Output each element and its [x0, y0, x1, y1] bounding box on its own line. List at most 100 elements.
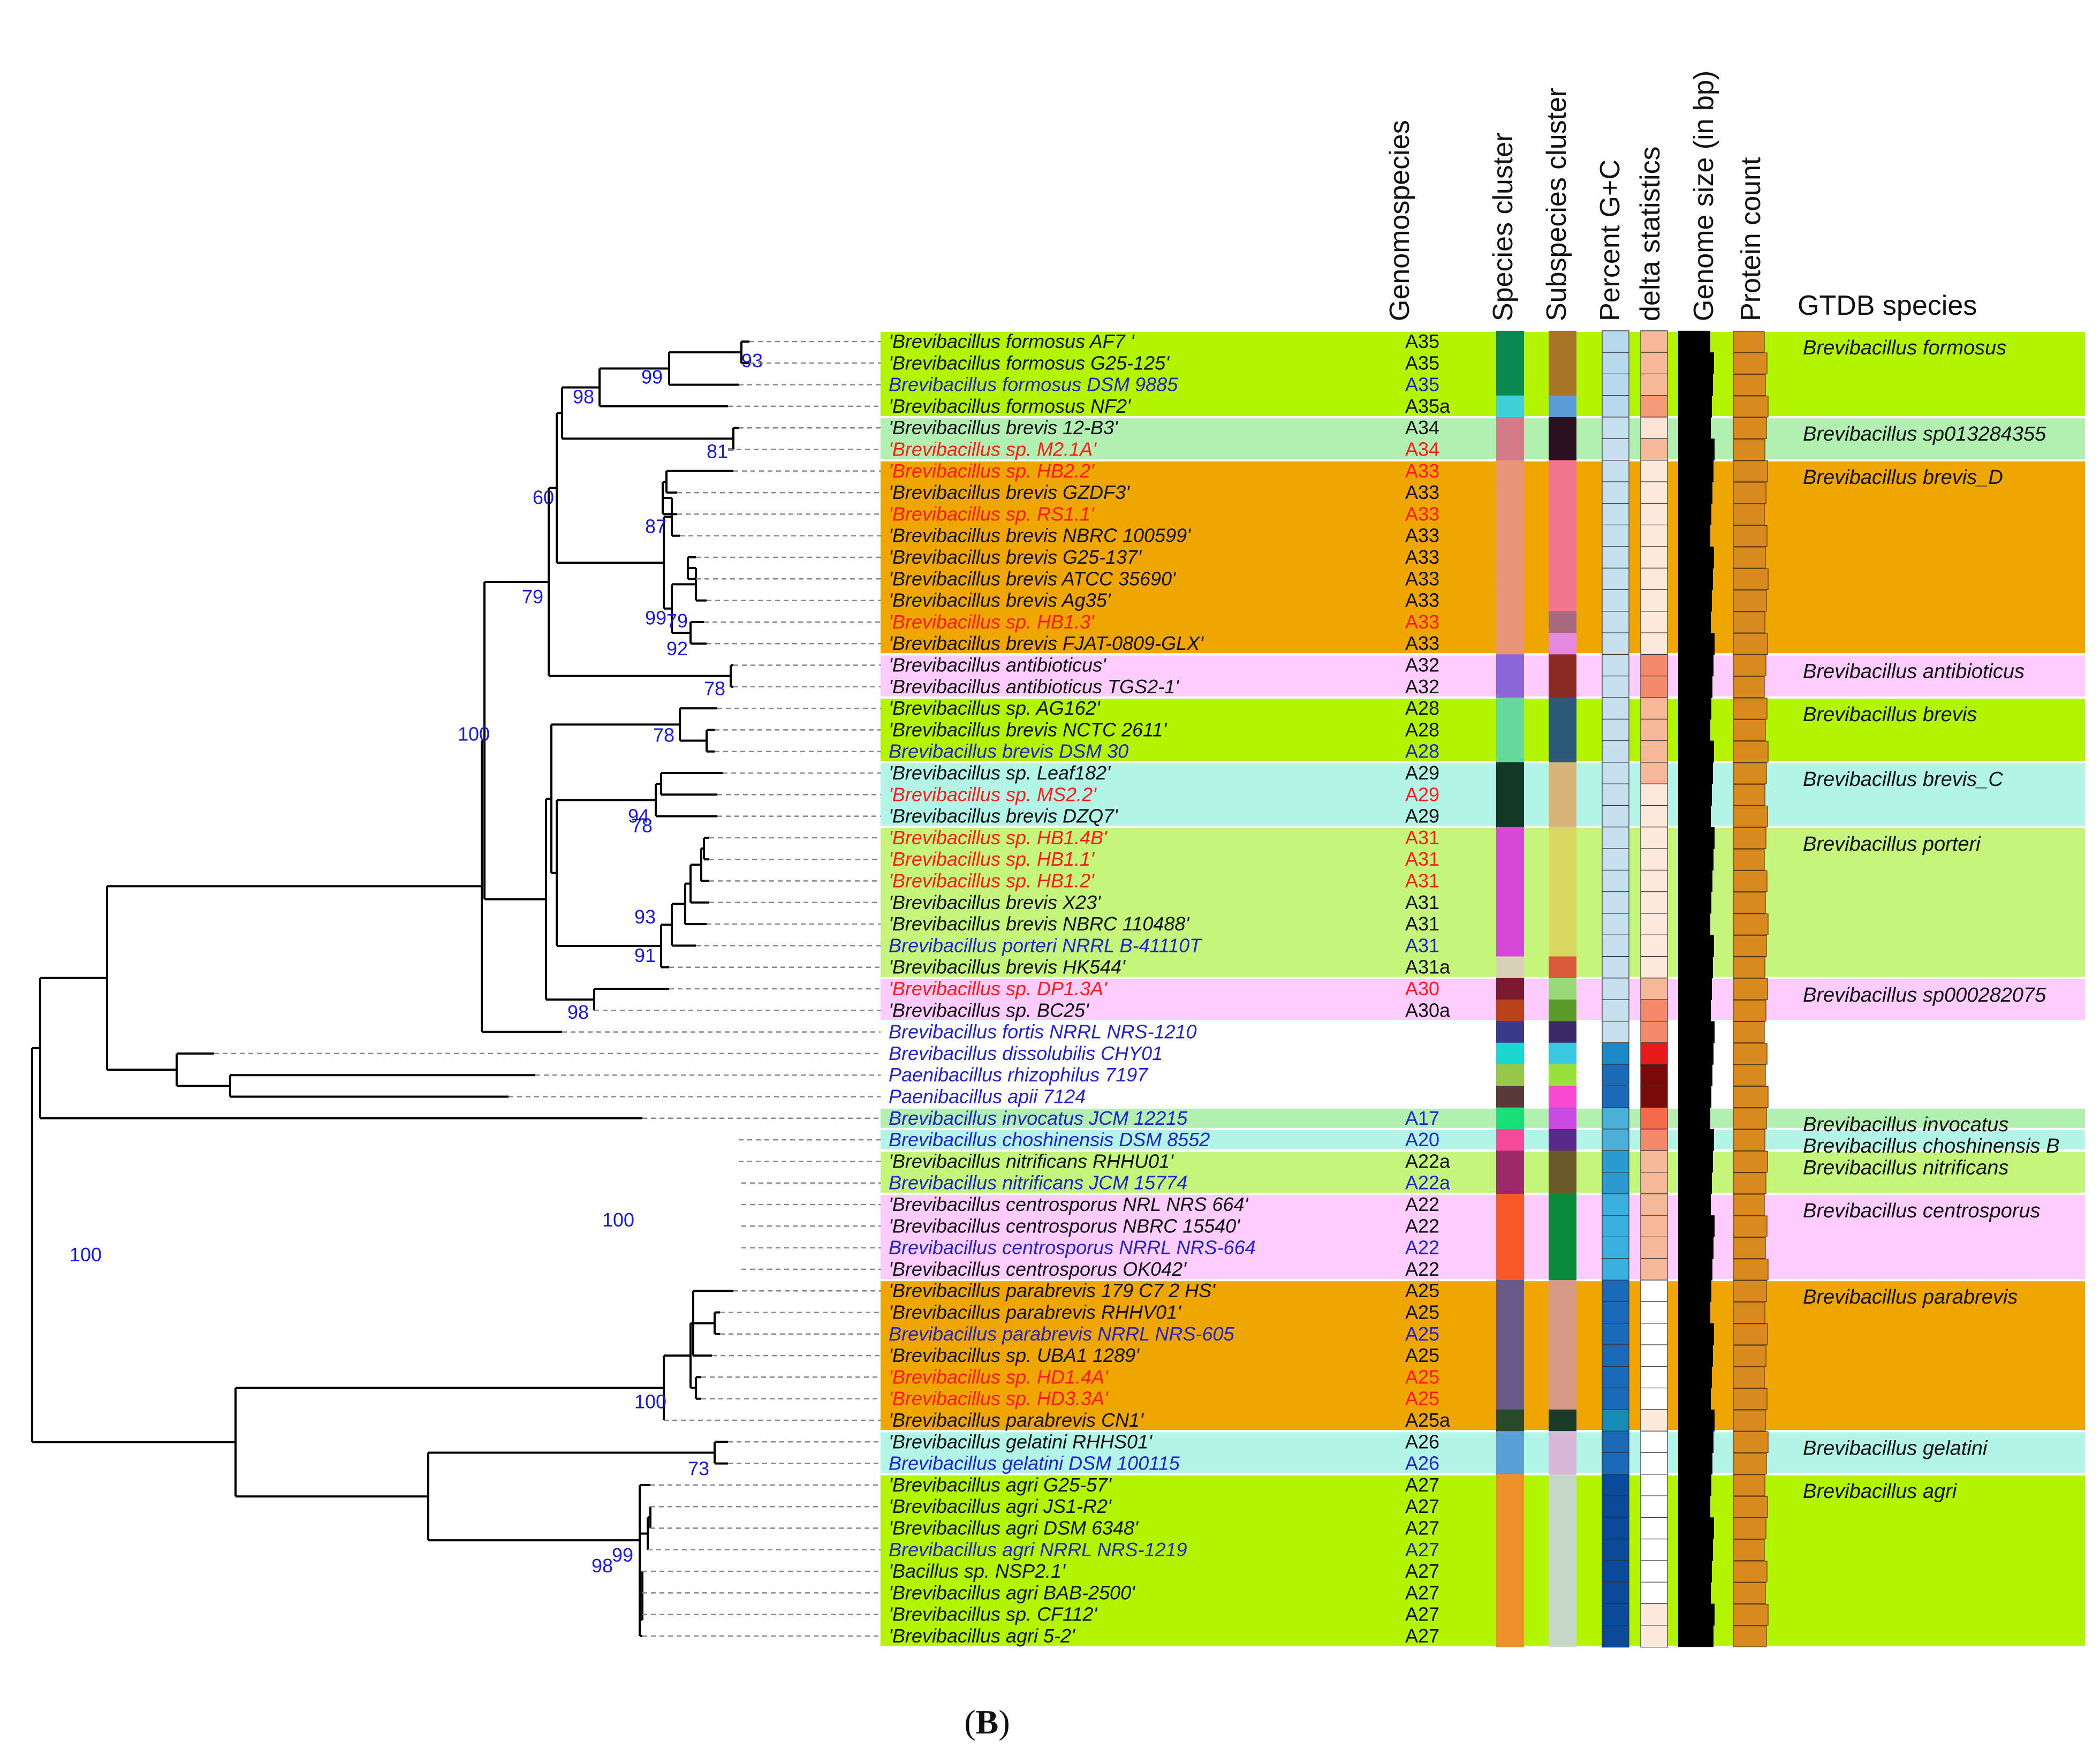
gtdb-species-label: Brevibacillus sp000282075: [1803, 984, 2046, 1006]
taxon-label: 'Brevibacillus brevis 12-B3': [889, 417, 1118, 438]
taxon-label: 'Brevibacillus brevis NBRC 110488': [889, 913, 1189, 935]
sub-cell: [1549, 374, 1576, 396]
leader-lines: [214, 340, 881, 1637]
d-cell: [1640, 417, 1668, 440]
protein-count-bar: [1733, 1215, 1768, 1238]
protein-count-bar: [1733, 719, 1766, 741]
taxon-label: 'Brevibacillus parabrevis RHHV01': [889, 1301, 1181, 1323]
genome-size-bar: [1678, 676, 1712, 698]
genomospecies-label: A31: [1405, 913, 1439, 935]
bootstrap-value: 87: [645, 515, 666, 537]
genomospecies-label: A25: [1405, 1344, 1439, 1366]
taxon-label: 'Brevibacillus brevis GZDF3': [889, 481, 1130, 503]
header-genome-size: Genome size (in bp): [1688, 71, 1719, 321]
sp-cell: [1496, 1560, 1524, 1583]
protein-count-bar: [1733, 1280, 1767, 1302]
sp-cell: [1496, 633, 1524, 655]
d-cell: [1640, 1301, 1668, 1324]
gc-cell: [1602, 1020, 1629, 1043]
d-cell: [1640, 589, 1668, 612]
protein-count-bar: [1733, 913, 1769, 935]
d-cell: [1640, 567, 1668, 590]
d-cell: [1640, 1193, 1668, 1216]
sub-cell: [1549, 870, 1576, 892]
sp-cell: [1496, 589, 1524, 612]
sub-cell: [1549, 891, 1576, 914]
gc-cell: [1602, 1323, 1629, 1346]
sub-cell: [1549, 1301, 1576, 1324]
d-cell: [1640, 1430, 1668, 1453]
taxon-label: 'Brevibacillus gelatini RHHS01': [889, 1430, 1153, 1452]
d-cell: [1640, 913, 1668, 936]
genomospecies-label: A29: [1405, 805, 1439, 827]
sub-cell: [1549, 1086, 1576, 1108]
d-cell: [1640, 1581, 1668, 1604]
d-cell: [1640, 1020, 1668, 1043]
d-cell: [1640, 956, 1668, 979]
header-delta-statistics: delta statistics: [1635, 146, 1666, 321]
gc-cell: [1602, 1387, 1629, 1411]
gc-cell: [1602, 1474, 1629, 1497]
d-cell: [1640, 740, 1668, 763]
genome-size-bar: [1678, 503, 1711, 526]
d-cell: [1640, 1539, 1668, 1562]
sub-cell: [1549, 352, 1576, 375]
genome-size-bar: [1678, 1172, 1712, 1194]
genomospecies-labels: A35A35A35A35aA34A34A33A33A33A33A33A33A33…: [1405, 330, 1451, 1647]
sub-cell: [1549, 568, 1576, 590]
gtdb-species-label: Brevibacillus gelatini: [1803, 1437, 1988, 1459]
genome-size-bar: [1678, 719, 1710, 741]
gc-cell: [1602, 611, 1629, 634]
gc-cell: [1602, 1150, 1629, 1173]
protein-count-bar: [1733, 1388, 1768, 1410]
sub-cell: [1549, 740, 1576, 763]
gtdb-species-label: Brevibacillus centrosporus: [1803, 1200, 2041, 1222]
sub-cell: [1549, 503, 1576, 526]
gc-cell: [1602, 718, 1629, 741]
protein-count-bar: [1733, 1366, 1765, 1389]
genome-size-bar: [1678, 1301, 1710, 1324]
gc-cell: [1602, 1280, 1629, 1303]
gc-cell: [1602, 956, 1629, 979]
genome-size-bar: [1678, 417, 1711, 439]
taxon-label: 'Brevibacillus sp. RS1.1': [889, 503, 1095, 525]
genome-size-bar: [1678, 330, 1710, 353]
genome-size-bar: [1678, 1129, 1714, 1151]
d-cell: [1640, 1560, 1668, 1583]
genome-size-bar: [1678, 374, 1713, 396]
genome-size-bar: [1678, 913, 1710, 935]
clade-bands: [881, 332, 2085, 1646]
genome-size-bar: [1678, 1000, 1711, 1022]
gc-cell: [1602, 1409, 1629, 1432]
sp-cell: [1496, 1388, 1524, 1410]
d-cell: [1640, 1129, 1668, 1152]
gc-cell: [1602, 589, 1629, 612]
protein-count-bar: [1733, 805, 1768, 828]
genome-size-bar: [1678, 1496, 1710, 1518]
protein-count-bar: [1733, 1625, 1767, 1647]
genomospecies-label: A33: [1405, 567, 1439, 589]
genomospecies-label: A25: [1405, 1323, 1439, 1345]
bootstrap-value: 73: [688, 1457, 709, 1479]
taxon-label: 'Brevibacillus sp. DP1.3A': [889, 978, 1108, 1000]
panel-letter: B: [975, 1703, 999, 1741]
d-cell: [1640, 330, 1668, 353]
d-cell: [1640, 1344, 1668, 1367]
genome-size-bar: [1678, 697, 1711, 720]
gc-cell: [1602, 395, 1629, 418]
bootstrap-value: 99: [612, 1544, 633, 1566]
genomospecies-label: A29: [1405, 762, 1439, 784]
sp-cell: [1496, 1021, 1524, 1043]
genomospecies-label: A32: [1405, 654, 1439, 676]
sub-cell: [1549, 1021, 1576, 1043]
protein-count-bar: [1733, 1086, 1769, 1108]
d-cell: [1640, 676, 1668, 699]
sp-cell: [1496, 1258, 1524, 1281]
gc-cell: [1602, 999, 1629, 1022]
genomospecies-label: A25: [1405, 1388, 1439, 1410]
genomospecies-label: A30: [1405, 978, 1439, 1000]
taxon-label: 'Brevibacillus sp. HB1.2': [889, 870, 1095, 892]
sub-cell: [1549, 719, 1576, 741]
sub-cell: [1549, 1000, 1576, 1022]
header-gtdb-species: GTDB species: [1798, 290, 1977, 321]
